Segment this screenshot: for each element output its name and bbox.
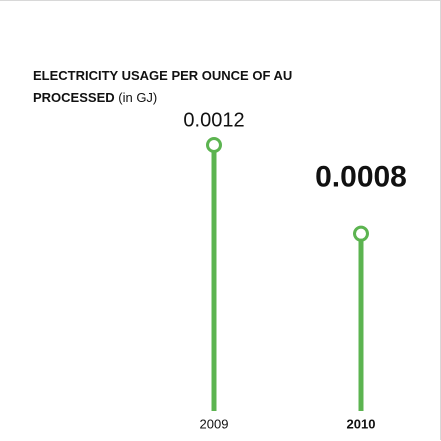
title-block: ELECTRICITY USAGE PER OUNCE OF AU PROCES… (33, 65, 323, 109)
value-label: 0.0008 (315, 161, 407, 194)
x-tick-label: 2009 (200, 416, 229, 431)
chart-title: ELECTRICITY USAGE PER OUNCE OF AU PROCES… (33, 68, 293, 105)
value-label: 0.0012 (183, 109, 244, 131)
lollipop-head (206, 137, 222, 153)
lollipop-head (353, 225, 369, 242)
chart-subtitle: (in GJ) (118, 90, 158, 105)
x-tick-label: 2010 (347, 416, 376, 431)
